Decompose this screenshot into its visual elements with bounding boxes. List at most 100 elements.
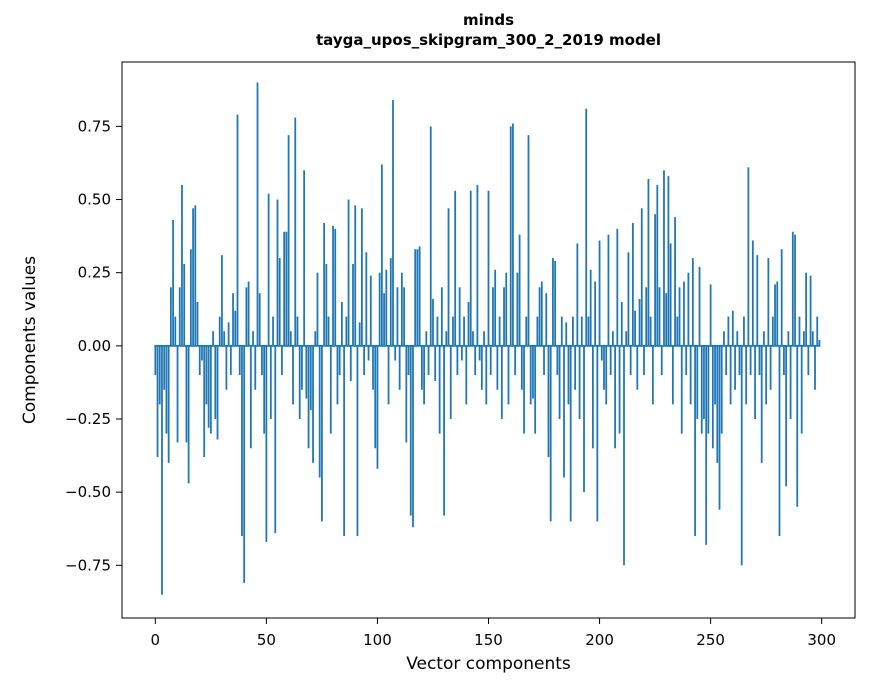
bar — [476, 184, 479, 346]
bar — [467, 301, 470, 346]
bar — [680, 345, 683, 434]
bar — [392, 100, 394, 346]
bar — [700, 345, 703, 434]
bar — [380, 164, 383, 346]
bar — [254, 345, 257, 390]
bar — [483, 331, 485, 346]
bar — [403, 287, 405, 346]
bar — [225, 345, 228, 390]
bar — [689, 345, 692, 405]
bar — [283, 231, 286, 346]
x-axis-label: Vector components — [406, 654, 571, 674]
bar — [745, 345, 748, 405]
bar — [385, 269, 388, 346]
bar — [387, 345, 390, 405]
bar — [669, 243, 672, 346]
bar — [463, 316, 465, 346]
bar — [469, 190, 472, 346]
bar — [507, 345, 510, 405]
chart-title-line1: minds — [462, 11, 515, 29]
y-tick-label: 0.25 — [78, 264, 111, 282]
bar — [298, 345, 301, 420]
bar — [618, 345, 621, 434]
bar — [303, 170, 306, 346]
bar — [352, 263, 354, 346]
bar — [589, 269, 592, 346]
bar — [791, 231, 794, 346]
bar — [765, 345, 768, 405]
bar — [725, 345, 728, 376]
bar — [516, 272, 519, 346]
bar — [205, 345, 208, 405]
bar — [498, 316, 501, 346]
bar — [707, 345, 710, 434]
bar — [758, 345, 761, 376]
bar — [554, 260, 557, 346]
bar — [509, 126, 512, 346]
bar — [496, 345, 499, 390]
bar — [525, 316, 528, 346]
bar — [631, 222, 634, 346]
bar — [198, 345, 201, 376]
bar — [523, 345, 525, 434]
bar — [783, 345, 785, 376]
bar — [154, 345, 157, 376]
bar — [565, 322, 568, 346]
bar — [623, 345, 625, 566]
bar — [698, 266, 701, 346]
bar — [229, 345, 232, 376]
bar — [760, 345, 763, 463]
bar — [301, 345, 303, 390]
bar — [596, 345, 599, 522]
bar — [414, 249, 417, 346]
bar — [440, 287, 443, 346]
bar — [691, 258, 694, 346]
bar — [709, 284, 712, 346]
bar — [334, 228, 337, 346]
bar — [400, 272, 403, 346]
bar — [538, 287, 541, 346]
bar — [232, 293, 234, 346]
bar — [580, 316, 583, 346]
bar — [480, 345, 483, 390]
bar — [694, 345, 696, 537]
bar — [647, 179, 650, 346]
bar — [314, 331, 317, 346]
bar — [465, 345, 468, 405]
bar — [769, 345, 772, 390]
bar — [356, 345, 359, 537]
bar — [540, 281, 543, 346]
bar — [429, 126, 432, 346]
bar — [614, 345, 616, 449]
bar — [776, 281, 779, 346]
bar — [369, 275, 372, 346]
bar — [609, 345, 612, 376]
bar — [685, 345, 688, 376]
bar — [736, 331, 739, 346]
bar — [425, 331, 428, 346]
bar — [536, 316, 539, 346]
bar — [349, 345, 352, 381]
bar — [214, 345, 217, 420]
bar — [780, 249, 783, 346]
bar — [809, 275, 812, 346]
bar — [756, 255, 759, 346]
bar — [592, 345, 594, 449]
bar — [711, 345, 714, 449]
bar — [305, 345, 308, 399]
bar — [518, 234, 521, 346]
bar — [811, 331, 814, 346]
bar — [740, 345, 743, 566]
bar — [583, 345, 585, 493]
bar — [594, 281, 597, 346]
bar — [485, 345, 488, 405]
bar — [416, 249, 419, 346]
x-tick-label: 250 — [696, 631, 725, 649]
bar — [720, 345, 723, 434]
bar — [269, 345, 272, 420]
bar — [814, 345, 816, 390]
bar — [389, 258, 392, 346]
bar — [620, 301, 623, 346]
bar — [394, 345, 397, 361]
bar — [803, 331, 805, 346]
